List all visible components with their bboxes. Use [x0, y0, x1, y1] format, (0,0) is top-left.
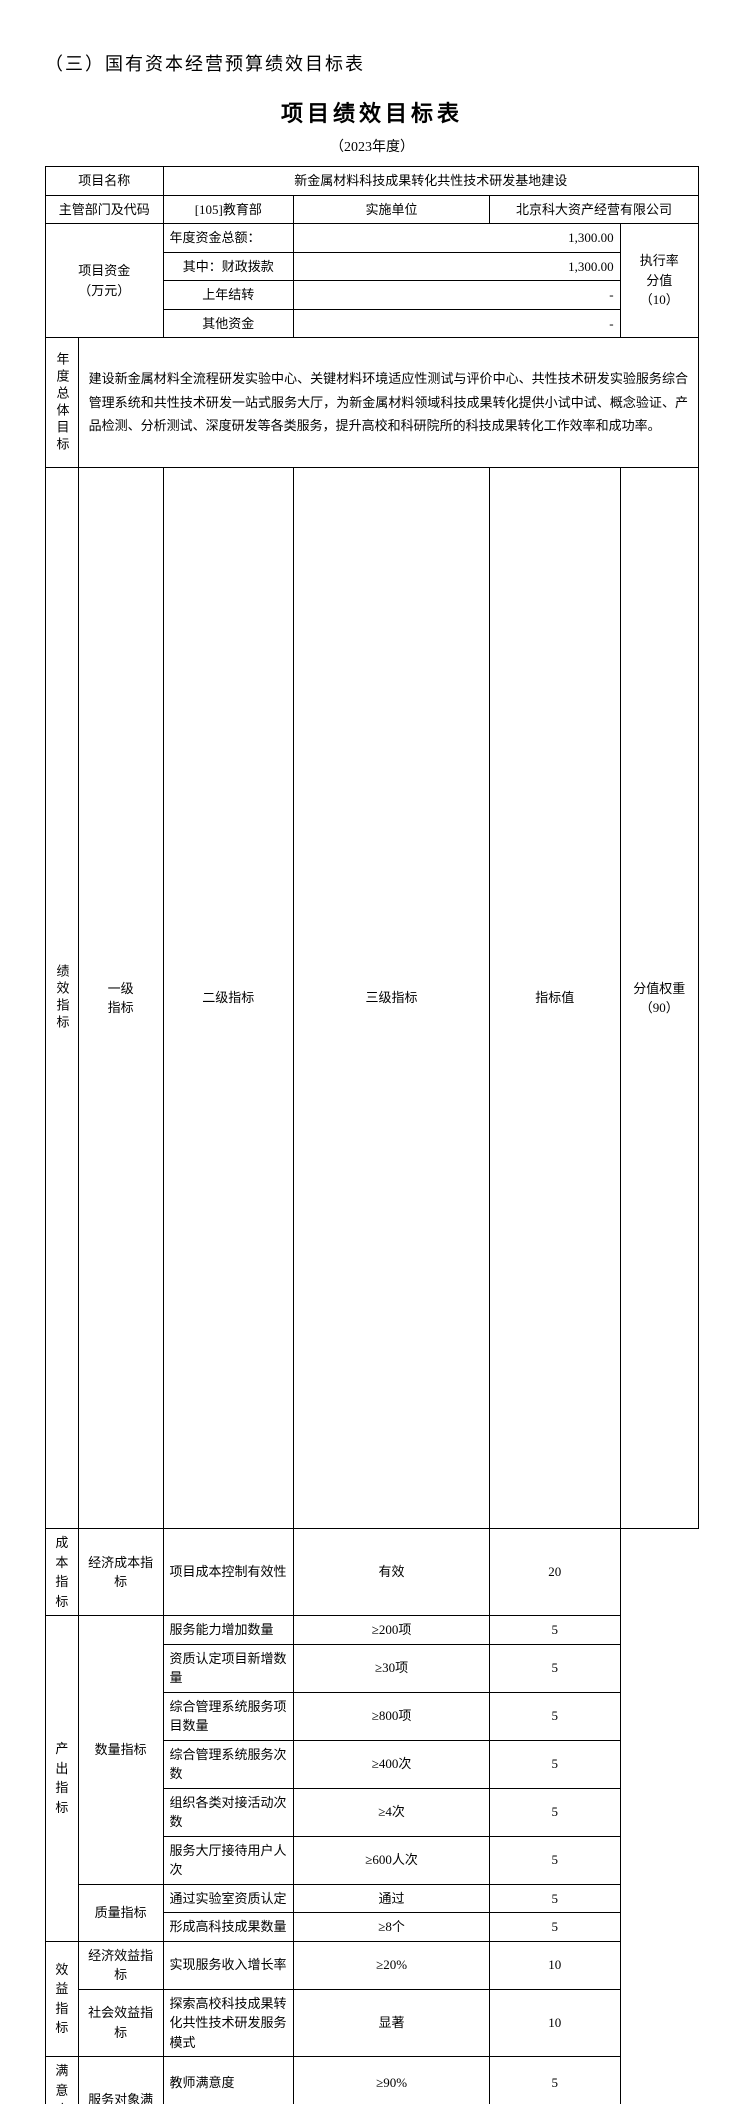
total-label: 年度资金总额：	[163, 224, 294, 253]
target-cell: 有效	[294, 1529, 490, 1616]
weight-cell: 10	[490, 1989, 621, 2057]
total-value: 1,300.00	[294, 224, 620, 253]
table-row: 年度总体目标 建设新金属材料全流程研发实验中心、关键材料环境适应性测试与评价中心…	[46, 338, 699, 468]
lvl3-cell: 通过实验室资质认定	[163, 1884, 294, 1913]
weight-cell: 5	[490, 1788, 621, 1836]
lvl1-header: 一级 指标	[78, 468, 163, 1529]
target-header: 指标值	[490, 468, 621, 1529]
table-row: 产出指标数量指标服务能力增加数量≥200项5	[46, 1616, 699, 1645]
weight-cell: 5	[490, 1644, 621, 1692]
target-cell: ≥200项	[294, 1616, 490, 1645]
table-row: 社会效益指标探索高校科技成果转化共性技术研发服务模式显著10	[46, 1989, 699, 2057]
goal-label: 年度总体目标	[46, 338, 79, 468]
other-funds-label: 其他资金	[163, 309, 294, 338]
table-row: 成本指标经济成本指标项目成本控制有效性有效20	[46, 1529, 699, 1616]
table-row: 质量指标通过实验室资质认定通过5	[46, 1884, 699, 1913]
weight-cell: 5	[490, 1884, 621, 1913]
dept-label: 主管部门及代码	[46, 195, 164, 224]
project-name-value: 新金属材料科技成果转化共性技术研发基地建设	[163, 167, 698, 196]
lvl1-cell: 效益指标	[46, 1941, 79, 2057]
table-row: 满意度指标服务对象满意度指标教师满意度≥90%5	[46, 2057, 699, 2104]
table-row: 主管部门及代码 [105]教育部 实施单位 北京科大资产经营有限公司	[46, 195, 699, 224]
project-name-label: 项目名称	[46, 167, 164, 196]
other-funds-value: -	[294, 309, 620, 338]
performance-table: 项目名称 新金属材料科技成果转化共性技术研发基地建设 主管部门及代码 [105]…	[45, 166, 699, 2104]
lvl3-cell: 教师满意度	[163, 2057, 294, 2104]
fiscal-value: 1,300.00	[294, 252, 620, 281]
lvl2-cell: 社会效益指标	[78, 1989, 163, 2057]
lvl3-cell: 项目成本控制有效性	[163, 1529, 294, 1616]
lvl1-cell: 满意度指标	[46, 2057, 79, 2104]
carryover-label: 上年结转	[163, 281, 294, 310]
weight-cell: 5	[490, 1913, 621, 1942]
lvl3-cell: 服务大厅接待用户人次	[163, 1836, 294, 1884]
weight-cell: 5	[490, 1692, 621, 1740]
weight-cell: 5	[490, 1836, 621, 1884]
lvl1-cell: 产出指标	[46, 1616, 79, 1942]
table-row: 绩效指标 一级 指标 二级指标 三级指标 指标值 分值权重 （90）	[46, 468, 699, 1529]
subtitle: （2023年度）	[45, 136, 699, 156]
target-cell: ≥4次	[294, 1788, 490, 1836]
weight-header: 分值权重 （90）	[620, 468, 698, 1529]
target-cell: 显著	[294, 1989, 490, 2057]
lvl2-header: 二级指标	[163, 468, 294, 1529]
target-cell: ≥90%	[294, 2057, 490, 2104]
target-cell: ≥30项	[294, 1644, 490, 1692]
lvl3-cell: 探索高校科技成果转化共性技术研发服务模式	[163, 1989, 294, 2057]
fiscal-label: 其中：财政拨款	[163, 252, 294, 281]
target-cell: ≥800项	[294, 1692, 490, 1740]
weight-cell: 5	[490, 2057, 621, 2104]
target-cell: ≥8个	[294, 1913, 490, 1942]
lvl2-cell: 质量指标	[78, 1884, 163, 1941]
dept-value: [105]教育部	[163, 195, 294, 224]
exec-rate-label: 执行率 分值 （10）	[620, 224, 698, 338]
lvl2-cell: 服务对象满意度指标	[78, 2057, 163, 2104]
table-row: 效益指标经济效益指标实现服务收入增长率≥20%10	[46, 1941, 699, 1989]
unit-value: 北京科大资产经营有限公司	[490, 195, 699, 224]
lvl1-cell: 成本指标	[46, 1529, 79, 1616]
goal-text: 建设新金属材料全流程研发实验中心、关键材料环境适应性测试与评价中心、共性技术研发…	[78, 338, 698, 468]
lvl3-cell: 实现服务收入增长率	[163, 1941, 294, 1989]
indicators-vert-label: 绩效指标	[46, 468, 79, 1529]
lvl2-cell: 经济成本指标	[78, 1529, 163, 1616]
target-cell: ≥20%	[294, 1941, 490, 1989]
lvl2-cell: 经济效益指标	[78, 1941, 163, 1989]
funds-label: 项目资金 （万元）	[46, 224, 164, 338]
weight-cell: 5	[490, 1740, 621, 1788]
target-cell: ≥400次	[294, 1740, 490, 1788]
unit-label: 实施单位	[294, 195, 490, 224]
lvl3-cell: 组织各类对接活动次数	[163, 1788, 294, 1836]
lvl3-cell: 资质认定项目新增数量	[163, 1644, 294, 1692]
lvl2-cell: 数量指标	[78, 1616, 163, 1885]
section-heading: （三）国有资本经营预算绩效目标表	[45, 50, 699, 76]
weight-cell: 5	[490, 1616, 621, 1645]
main-title: 项目绩效目标表	[45, 96, 699, 128]
table-row: 项目资金 （万元） 年度资金总额： 1,300.00 执行率 分值 （10）	[46, 224, 699, 253]
weight-cell: 10	[490, 1941, 621, 1989]
target-cell: 通过	[294, 1884, 490, 1913]
target-cell: ≥600人次	[294, 1836, 490, 1884]
lvl3-cell: 综合管理系统服务项目数量	[163, 1692, 294, 1740]
lvl3-header: 三级指标	[294, 468, 490, 1529]
carryover-value: -	[294, 281, 620, 310]
table-row: 项目名称 新金属材料科技成果转化共性技术研发基地建设	[46, 167, 699, 196]
weight-cell: 20	[490, 1529, 621, 1616]
lvl3-cell: 服务能力增加数量	[163, 1616, 294, 1645]
lvl3-cell: 综合管理系统服务次数	[163, 1740, 294, 1788]
lvl3-cell: 形成高科技成果数量	[163, 1913, 294, 1942]
